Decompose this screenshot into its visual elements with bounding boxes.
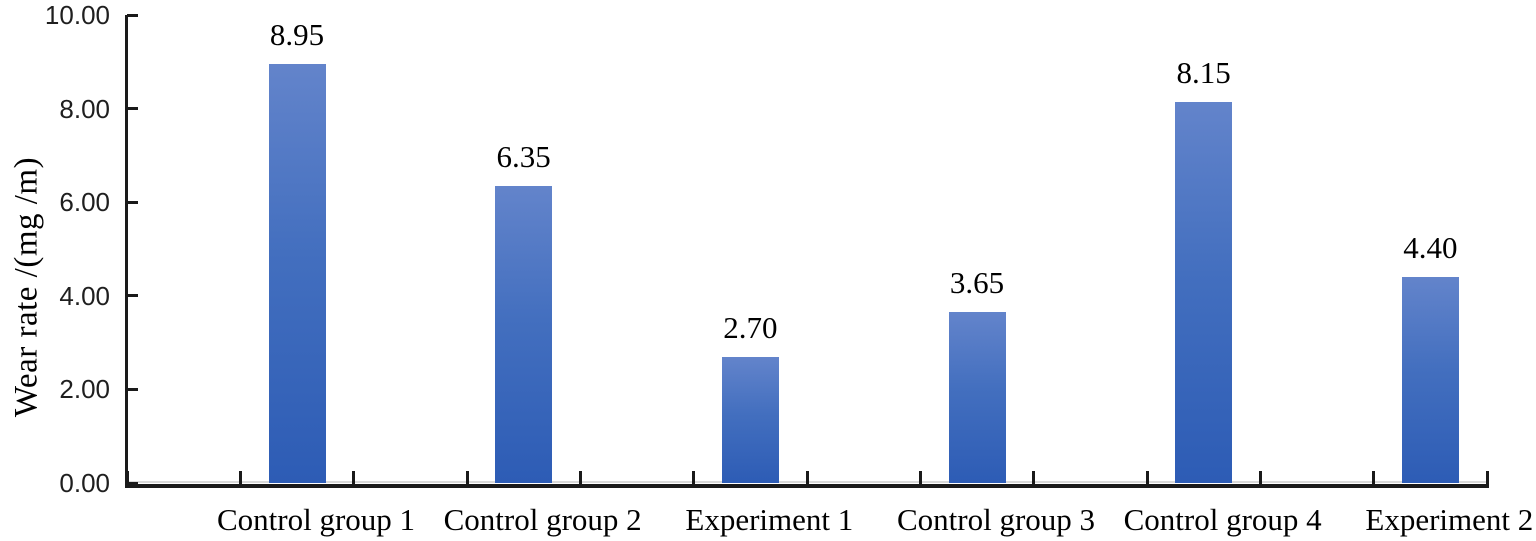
x-category-label: Control group 1 [216, 502, 416, 537]
x-tick-mark [352, 471, 356, 484]
x-tick-mark [1372, 471, 1376, 484]
y-axis-line [125, 15, 128, 488]
bar-3 [721, 356, 779, 483]
x-axis-line [125, 483, 1489, 488]
x-tick-mark [465, 471, 469, 484]
bar-5 [1175, 101, 1233, 483]
bar-value-label: 8.95 [269, 17, 325, 53]
bar-value-label: 8.15 [1176, 54, 1231, 90]
y-tick-mark [127, 481, 138, 485]
y-tick-label: 4.00 [59, 280, 110, 311]
bar-1 [268, 64, 326, 483]
y-tick-label: 10.00 [44, 0, 110, 30]
x-tick-mark [805, 471, 809, 484]
x-tick-mark [125, 471, 129, 484]
bar-6 [1401, 277, 1459, 483]
y-tick-mark [127, 107, 138, 111]
y-tick-mark [127, 200, 138, 204]
y-tick-mark [127, 13, 138, 17]
x-category-label: Control group 4 [1123, 502, 1322, 537]
bar-4 [948, 312, 1006, 483]
bar-value-label: 2.70 [723, 309, 778, 345]
bar-value-label: 6.35 [496, 138, 551, 174]
bar-value-label: 4.40 [1403, 230, 1458, 266]
x-tick-mark [1485, 471, 1489, 484]
x-tick-mark [918, 471, 922, 484]
x-tick-mark [1258, 471, 1262, 484]
y-tick-label: 8.00 [59, 93, 110, 124]
bar-2 [495, 185, 553, 483]
x-category-label: Control group 3 [896, 502, 1096, 537]
x-tick-mark [578, 471, 582, 484]
y-tick-label: 2.00 [59, 374, 110, 405]
bar-value-label: 3.65 [949, 265, 1005, 301]
y-tick-label: 0.00 [59, 468, 110, 498]
x-tick-mark [1032, 471, 1036, 484]
x-tick-mark [1145, 471, 1149, 484]
y-tick-mark [127, 294, 138, 298]
x-category-label: Control group 2 [443, 502, 642, 537]
x-category-label: Experiment 1 [685, 502, 854, 537]
x-tick-mark [238, 471, 242, 484]
x-tick-mark [692, 471, 696, 484]
y-tick-mark [127, 387, 138, 391]
x-category-label: Experiment 2 [1365, 502, 1534, 537]
y-tick-label: 6.00 [59, 187, 110, 218]
